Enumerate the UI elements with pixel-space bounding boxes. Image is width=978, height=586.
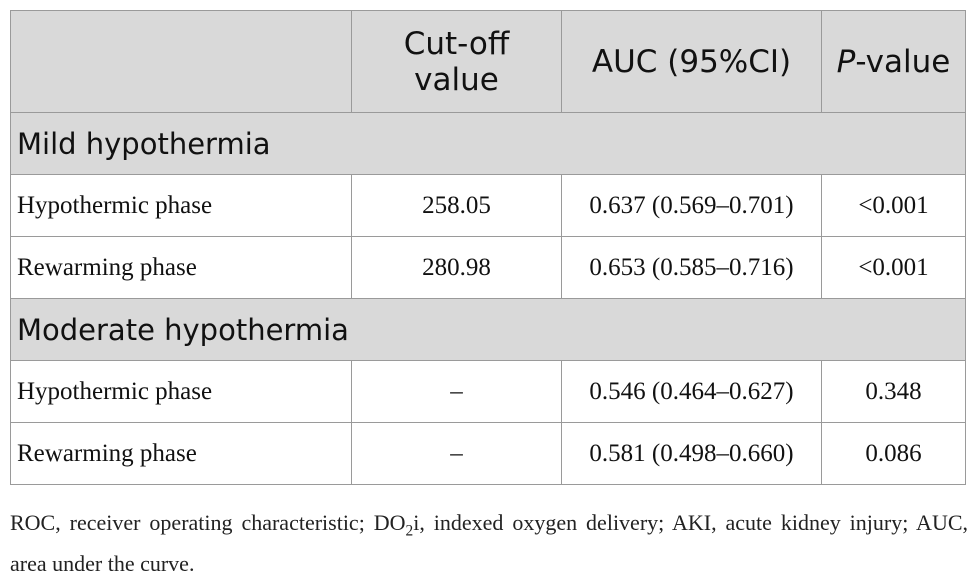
group-row-mild: Mild hypothermia [10,112,966,175]
pvalue-cell: 0.086 [821,422,966,485]
header-auc: AUC (95%CI) [561,10,822,113]
pvalue-cell: <0.001 [821,174,966,237]
group-title: Moderate hypothermia [10,298,966,361]
header-p-italic: P [836,43,856,80]
cutoff-cell: – [351,360,562,423]
table-row: Rewarming phase – 0.581 (0.498–0.660) 0.… [10,422,966,485]
auc-cell: 0.653 (0.585–0.716) [561,236,822,299]
table-row: Hypothermic phase 258.05 0.637 (0.569–0.… [10,174,966,237]
auc-cell: 0.581 (0.498–0.660) [561,422,822,485]
header-cutoff: Cut-off value [351,10,562,113]
results-table: Cut-off value AUC (95%CI) P-value Mild h… [10,10,966,485]
group-title: Mild hypothermia [10,112,966,175]
row-label: Rewarming phase [10,236,352,299]
footnote-subscript: 2 [405,522,414,540]
header-pvalue: P-value [821,10,966,113]
cutoff-cell: 280.98 [351,236,562,299]
header-row: Cut-off value AUC (95%CI) P-value [10,10,966,113]
cutoff-cell: 258.05 [351,174,562,237]
auc-cell: 0.637 (0.569–0.701) [561,174,822,237]
row-label: Hypothermic phase [10,360,352,423]
table-footnote: ROC, receiver operating characteristic; … [10,506,968,580]
header-p-rest: -value [855,43,951,80]
table-row: Hypothermic phase – 0.546 (0.464–0.627) … [10,360,966,423]
row-label: Hypothermic phase [10,174,352,237]
auc-cell: 0.546 (0.464–0.627) [561,360,822,423]
table-row: Rewarming phase 280.98 0.653 (0.585–0.71… [10,236,966,299]
header-empty [10,10,352,113]
cutoff-cell: – [351,422,562,485]
footnote-part1: ROC, receiver operating characteristic; … [10,510,406,535]
group-row-moderate: Moderate hypothermia [10,298,966,361]
pvalue-cell: <0.001 [821,236,966,299]
row-label: Rewarming phase [10,422,352,485]
footnote-part2: i, indexed oxygen delivery; AKI, acute k… [10,510,969,577]
pvalue-cell: 0.348 [821,360,966,423]
